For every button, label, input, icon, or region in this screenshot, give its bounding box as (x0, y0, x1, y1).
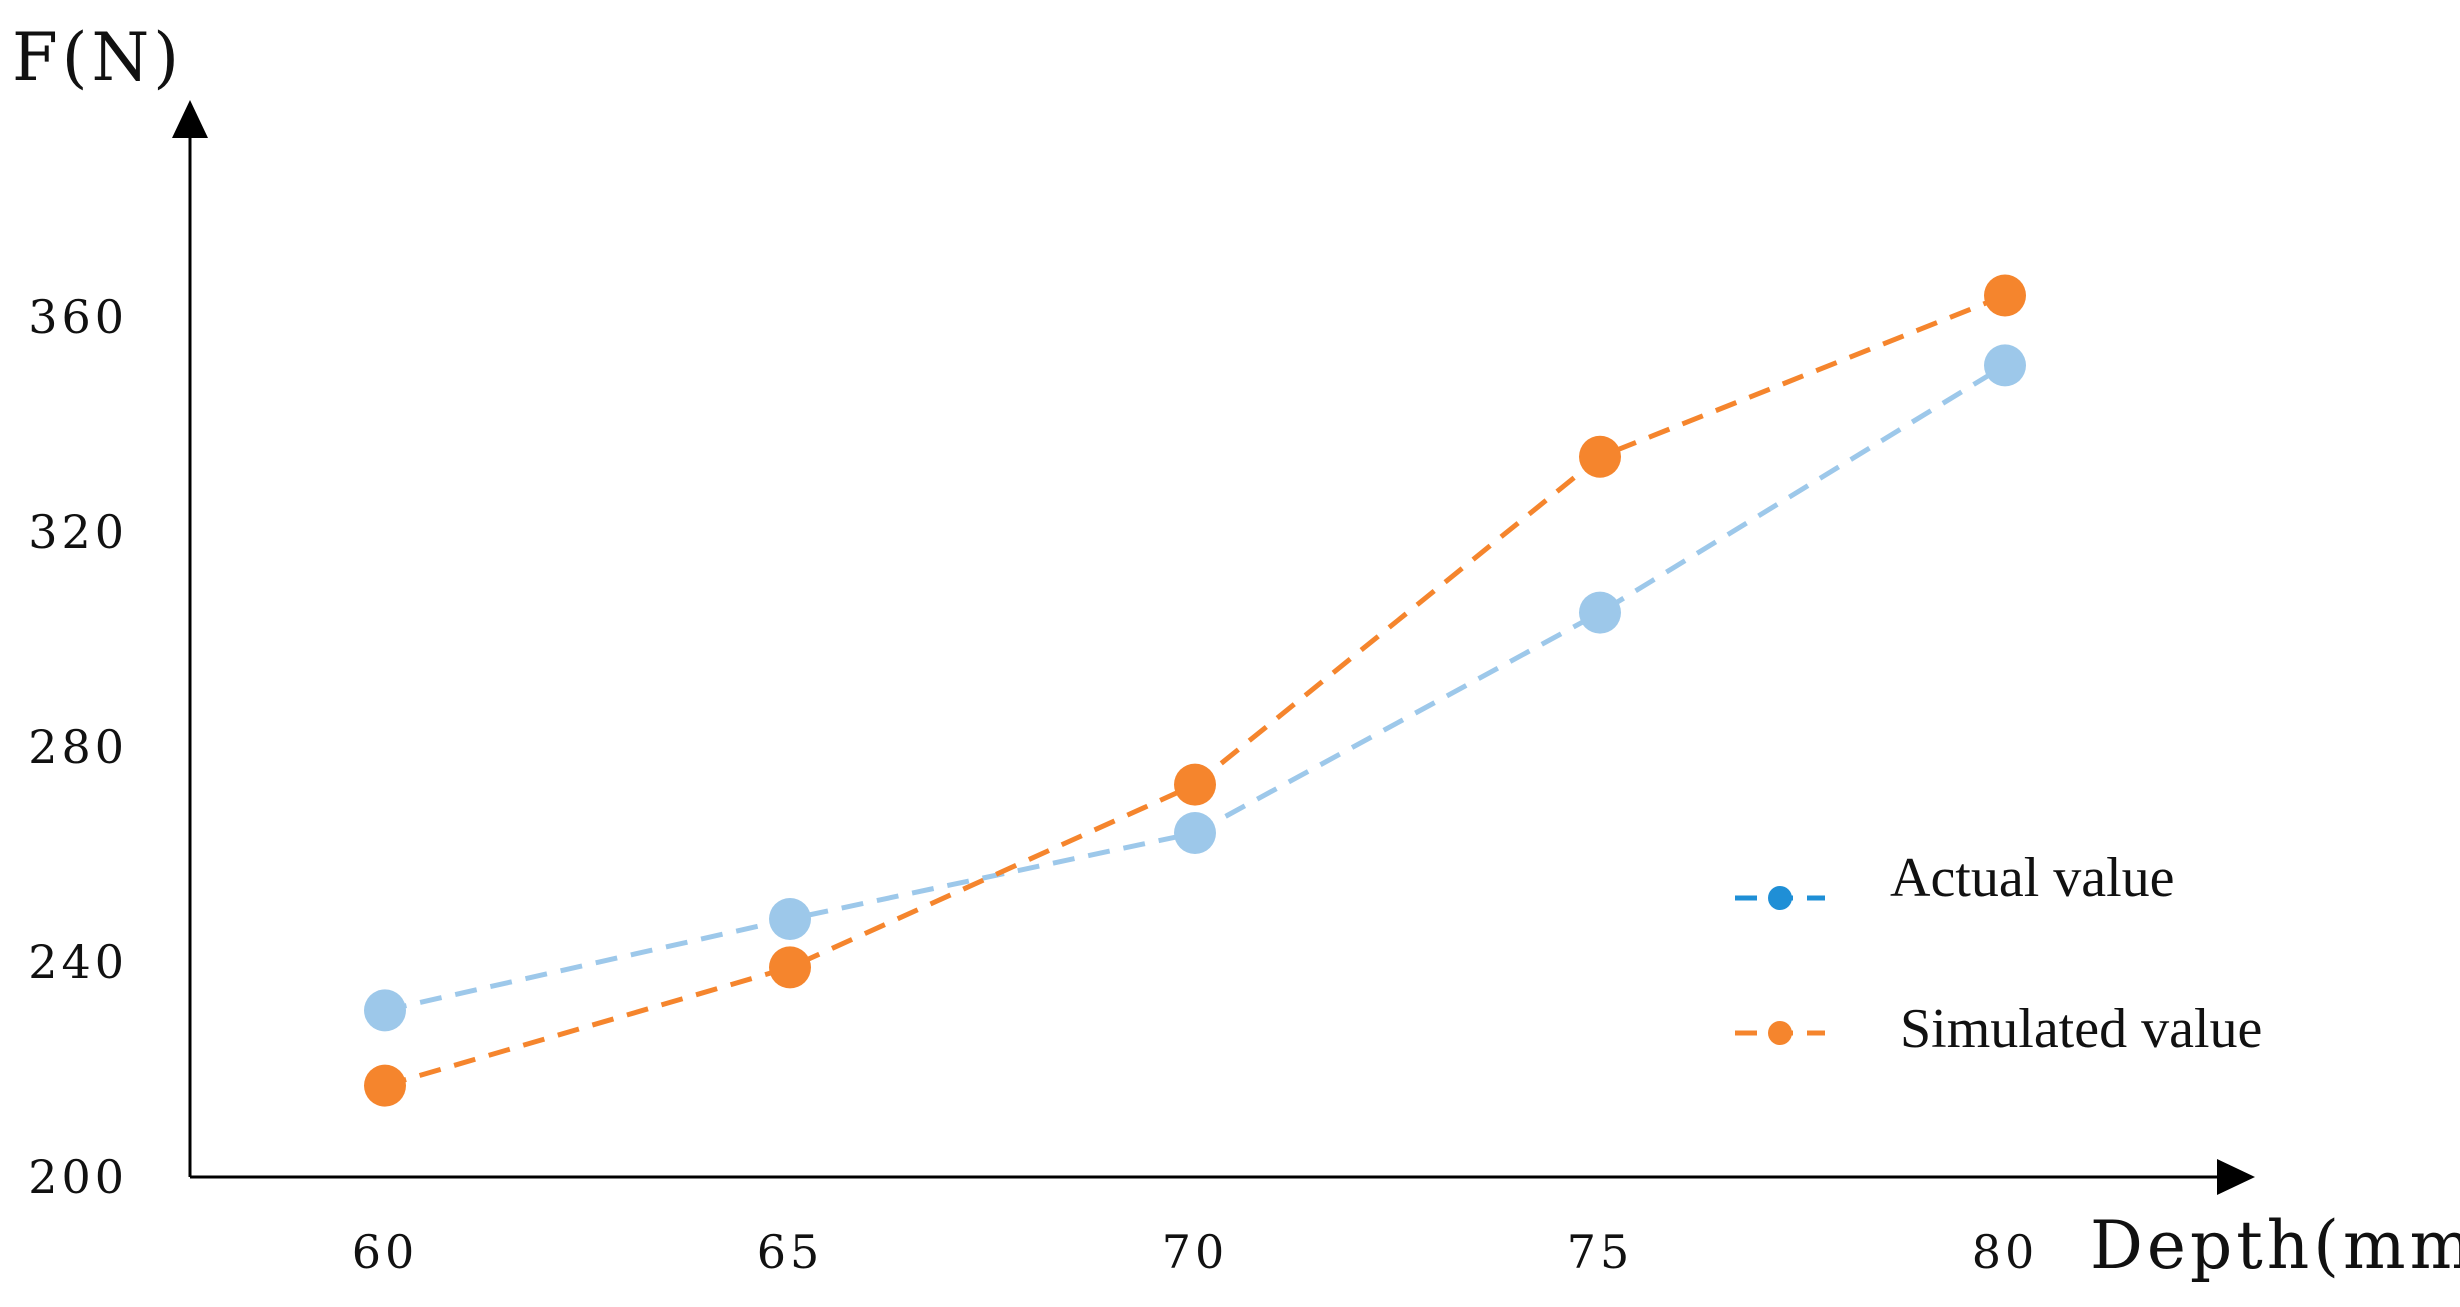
y-tick-label: 240 (28, 935, 128, 989)
x-axis-title: Depth(mm) (2090, 1207, 2460, 1284)
data-point-actual (1984, 344, 2026, 387)
x-tick-label: 70 (1162, 1225, 1229, 1279)
data-point-actual (1174, 812, 1216, 854)
series-line-actual (384, 363, 2007, 1013)
series-line-simulated (384, 293, 2006, 1089)
data-point-simulated (769, 946, 811, 989)
y-tick-label: 280 (28, 720, 128, 774)
data-point-simulated (1579, 435, 1621, 478)
legend-label-simulated: Simulated value (1900, 998, 2262, 1060)
legend-swatch-simulated-dot (1768, 1021, 1792, 1045)
x-axis-arrow (2217, 1159, 2255, 1195)
data-point-simulated (1984, 274, 2026, 317)
x-tick-label: 60 (352, 1225, 419, 1279)
legend: Actual value Simulated value (1735, 847, 2262, 1060)
y-tick-label: 360 (28, 290, 128, 344)
data-point-actual (364, 989, 406, 1032)
data-point-simulated (1174, 763, 1216, 806)
legend-swatch-actual-dot (1768, 886, 1792, 910)
legend-label-actual: Actual value (1890, 847, 2175, 909)
y-tick-label: 320 (28, 505, 128, 559)
y-axis-title: F(N) (12, 19, 183, 96)
data-point-actual (769, 898, 811, 940)
x-tick-label: 80 (1972, 1225, 2039, 1279)
data-point-actual (1579, 591, 1621, 634)
y-tick-label: 200 (28, 1150, 128, 1204)
x-tick-label: 75 (1567, 1225, 1634, 1279)
data-point-simulated (364, 1064, 406, 1107)
x-tick-label: 65 (757, 1225, 824, 1279)
y-axis-arrow (172, 100, 208, 138)
